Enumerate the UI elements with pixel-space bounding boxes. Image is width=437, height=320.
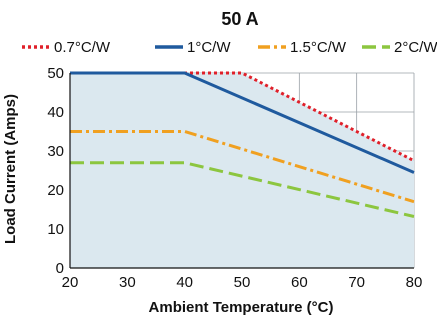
x-tick-labels: 20 30 40 50 60 70 80 [62, 274, 423, 291]
chart-title: 50 A [221, 9, 258, 29]
axes [69, 73, 414, 269]
y-tick-label: 20 [47, 182, 64, 199]
legend-item-2: 1°C/W [155, 39, 231, 56]
x-tick-label: 50 [234, 274, 251, 291]
legend-label: 1°C/W [187, 39, 231, 56]
y-tick-labels: 0 10 20 30 40 50 [47, 65, 64, 277]
x-tick-label: 20 [62, 274, 79, 291]
series-line-4 [70, 161, 415, 218]
legend-label: 2°C/W [394, 39, 437, 56]
x-axis-title: Ambient Temperature (°C) [149, 299, 334, 316]
legend-item-1: 0.7°C/W [22, 39, 111, 56]
legend-label: 1.5°C/W [290, 39, 347, 56]
x-tick-label: 70 [348, 274, 365, 291]
x-tick-label: 80 [406, 274, 423, 291]
x-tick-label: 60 [291, 274, 308, 291]
y-tick-label: 10 [47, 221, 64, 238]
fill-area [70, 73, 414, 268]
legend: 0.7°C/W 1°C/W 1.5°C/W 2°C/W [22, 39, 437, 56]
y-tick-label: 0 [56, 260, 64, 277]
series-line-1 [70, 71, 415, 163]
x-tick-label: 40 [176, 274, 193, 291]
y-axis-title: Load Current (Amps) [2, 94, 19, 244]
y-tick-label: 50 [47, 65, 64, 82]
legend-item-3: 1.5°C/W [258, 39, 347, 56]
y-tick-label: 40 [47, 104, 64, 121]
shaded-area [70, 73, 414, 268]
legend-label: 0.7°C/W [54, 39, 111, 56]
x-tick-label: 30 [119, 274, 136, 291]
legend-item-4: 2°C/W [362, 39, 437, 56]
y-tick-label: 30 [47, 143, 64, 160]
series-group [70, 71, 415, 218]
series-line-2 [70, 71, 415, 174]
